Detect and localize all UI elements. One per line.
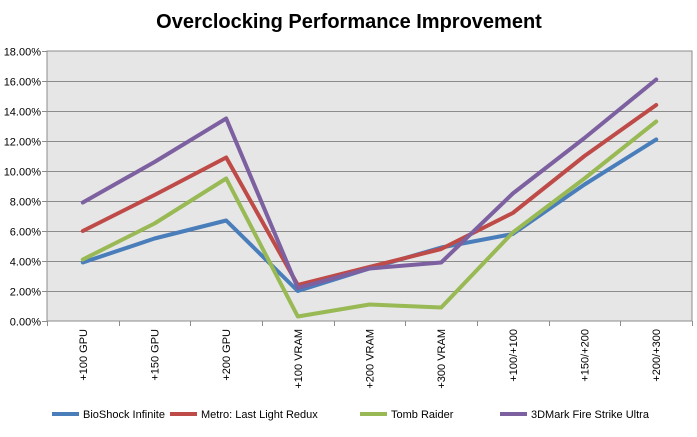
x-tick-label: +200 GPU [221,329,233,381]
x-tick-label: +100/+100 [508,329,520,382]
x-tick-label: +200 VRAM [365,329,377,389]
series-line [80,77,659,290]
legend-label: Tomb Raider [391,409,454,421]
legend-label: BioShock Infinite [83,409,165,421]
legend: BioShock Infinite Metro: Last Light Redux… [52,409,650,421]
plot-area: 0.00% 2.00% 4.00% 6.00% 8.00% 10.00% 12.00% 14.… [4,47,693,389]
x-tick-label: +100 VRAM [293,329,305,389]
x-tick-label: +200/+300 [651,329,663,382]
y-tick-label: 16.00% [4,77,42,89]
y-tick-label: 10.00% [4,167,42,179]
chart-title: Overclocking Performance Improvement [156,11,542,33]
y-tick-label: 8.00% [10,197,41,209]
y-tick-label: 2.00% [10,287,41,299]
y-tick-label: 6.00% [10,227,41,239]
x-tick-label: +150 GPU [150,329,162,381]
y-tick-label: 4.00% [10,257,41,269]
plot-background [46,50,693,322]
x-tick-label: +150/+200 [580,329,592,382]
x-tick-label: +300 VRAM [436,329,448,389]
x-tick-label: +100 GPU [78,329,90,381]
y-tick-label: 12.00% [4,137,42,149]
y-tick-label: 14.00% [4,107,42,119]
y-tick-label: 18.00% [4,47,42,59]
legend-label: Metro: Last Light Redux [201,409,318,421]
legend-label: 3DMark Fire Strike Ultra [531,409,650,421]
series-line [80,119,659,319]
y-tick-label: 0.00% [10,317,41,329]
